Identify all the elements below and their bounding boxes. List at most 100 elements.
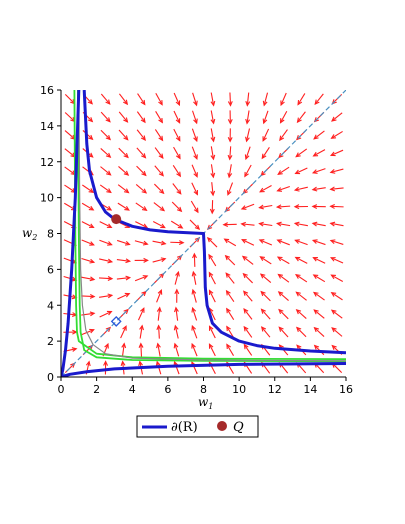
field-arrow: [245, 110, 251, 125]
field-arrow: [226, 325, 235, 338]
field-arrow: [191, 146, 198, 161]
field-arrow: [191, 306, 198, 321]
field-arrow: [172, 183, 182, 195]
field-arrow: [134, 240, 149, 246]
field-arrow: [295, 148, 308, 158]
field-arrow: [64, 148, 76, 158]
x-tick-label: 0: [58, 383, 65, 396]
field-arrow: [137, 307, 145, 321]
field-arrow: [293, 204, 308, 210]
field-arrow: [330, 274, 344, 282]
field-arrow: [227, 164, 233, 179]
legend-box: [136, 415, 259, 438]
field-arrow: [64, 130, 76, 140]
field-arrow: [134, 275, 149, 282]
field-arrow: [135, 202, 148, 211]
field-arrow: [278, 308, 289, 320]
field-arrow: [81, 293, 96, 299]
field-arrow: [241, 239, 255, 246]
boundary-curve: [82, 90, 346, 355]
y-tick-label: 10: [40, 192, 54, 205]
field-arrow: [174, 288, 180, 303]
field-arrow: [170, 240, 185, 246]
x-tick-label: 2: [93, 383, 100, 396]
field-arrow: [191, 324, 198, 339]
field-arrow: [171, 201, 183, 213]
field-arrow: [155, 93, 163, 106]
point-q: [111, 214, 122, 225]
field-arrow: [81, 328, 95, 336]
field-arrow: [81, 239, 95, 246]
field-arrow: [153, 202, 166, 212]
field-arrow: [173, 128, 181, 142]
field-arrow: [103, 360, 109, 375]
field-arrow: [227, 128, 233, 143]
field-arrow: [99, 276, 114, 281]
field-arrow: [294, 167, 308, 175]
y-tick-label: 4: [47, 299, 54, 312]
field-arrow: [227, 110, 233, 125]
field-arrow: [173, 342, 180, 357]
field-arrow: [172, 164, 182, 178]
field-arrow: [191, 342, 198, 357]
field-arrow: [191, 288, 197, 303]
y-tick-label: 8: [47, 228, 54, 241]
field-arrow: [311, 239, 326, 246]
field-arrow: [262, 92, 269, 107]
field-arrow: [191, 270, 197, 285]
field-arrow: [296, 111, 306, 124]
curves: [61, 90, 346, 377]
field-arrow: [261, 147, 270, 160]
x-tick-label: 6: [164, 383, 171, 396]
field-arrow: [276, 256, 290, 265]
field-arrow: [152, 221, 166, 229]
field-arrow: [118, 147, 129, 159]
field-arrow: [329, 149, 344, 157]
field-arrow: [262, 128, 270, 142]
field-arrow: [99, 239, 113, 246]
gray-curve: [78, 90, 346, 362]
field-arrow: [100, 93, 111, 105]
field-arrow: [156, 289, 163, 303]
field-arrow: [208, 343, 216, 357]
field-arrow: [134, 257, 149, 263]
field-arrow: [294, 256, 308, 264]
field-arrow: [294, 239, 308, 246]
field-arrow: [136, 165, 147, 177]
field-arrow: [313, 130, 325, 140]
field-arrow: [118, 111, 129, 123]
field-arrow: [170, 220, 184, 229]
field-arrow: [135, 184, 148, 194]
field-arrow: [276, 239, 290, 246]
field-arrow: [100, 148, 112, 158]
field-arrow: [276, 221, 291, 227]
field-arrow: [81, 202, 95, 211]
boundary-curve-lower-right: [61, 362, 346, 377]
field-arrow: [208, 325, 216, 339]
field-arrow: [293, 221, 308, 227]
field-arrow: [189, 219, 201, 231]
field-arrow: [260, 290, 271, 302]
y-tick-label: 14: [40, 120, 54, 133]
field-arrow: [227, 92, 233, 107]
field-arrow: [81, 257, 96, 264]
field-arrow: [192, 92, 198, 107]
field-arrow: [191, 128, 198, 143]
field-arrow: [258, 204, 273, 210]
field-arrow: [192, 252, 197, 267]
field-arrow: [245, 128, 251, 143]
field-arrow: [99, 258, 114, 264]
field-arrow: [311, 221, 326, 227]
field-arrow: [99, 310, 113, 318]
field-arrow: [330, 291, 343, 301]
field-arrow: [259, 185, 272, 193]
x-tick-label: 4: [129, 383, 136, 396]
field-arrow: [312, 274, 326, 283]
field-arrow: [279, 129, 288, 142]
field-arrow: [156, 324, 162, 339]
field-arrow: [117, 292, 131, 300]
x-tick-label: 14: [303, 383, 317, 396]
field-arrow: [210, 92, 216, 107]
field-arrow: [312, 257, 326, 264]
diamond-marker: [110, 315, 122, 327]
